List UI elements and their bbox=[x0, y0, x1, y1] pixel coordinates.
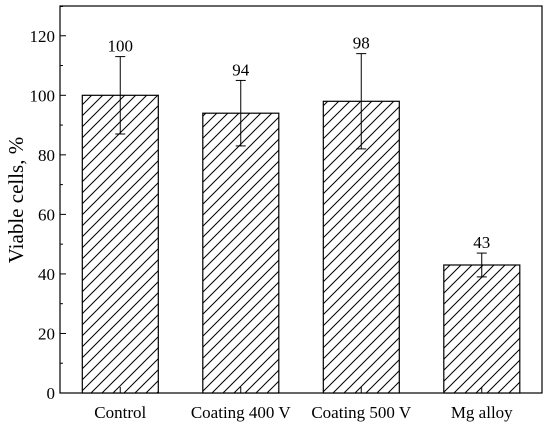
x-tick-label-2: Coating 500 V bbox=[311, 403, 412, 422]
data-label-1: 94 bbox=[232, 60, 250, 79]
data-label-2: 98 bbox=[353, 34, 370, 53]
y-tick-label-2: 40 bbox=[38, 265, 55, 284]
data-label-0: 100 bbox=[108, 37, 134, 56]
y-tick-label-6: 120 bbox=[30, 27, 56, 46]
y-tick-label-0: 0 bbox=[47, 384, 56, 403]
y-axis: 0 20 40 60 80 100 120 bbox=[30, 6, 66, 403]
data-labels-layer: 100 94 98 43 bbox=[108, 34, 491, 253]
bars-layer bbox=[81, 94, 521, 394]
bar-1 bbox=[202, 112, 280, 394]
bar-3 bbox=[443, 264, 521, 394]
error-bars-layer bbox=[115, 53, 487, 278]
y-axis-title: Viable cells, % bbox=[4, 137, 28, 263]
x-tick-label-3: Mg alloy bbox=[451, 403, 513, 422]
y-tick-label-1: 20 bbox=[38, 324, 55, 343]
y-tick-label-4: 80 bbox=[38, 146, 55, 165]
y-tick-label-5: 100 bbox=[30, 86, 56, 105]
data-label-3: 43 bbox=[473, 233, 490, 252]
x-tick-label-0: Control bbox=[94, 403, 146, 422]
plot-frame bbox=[59, 5, 543, 394]
x-tick-label-1: Coating 400 V bbox=[191, 403, 292, 422]
y-tick-label-3: 60 bbox=[38, 205, 55, 224]
x-axis: Control Coating 400 V Coating 500 V Mg allo… bbox=[94, 387, 513, 422]
bar-0 bbox=[81, 94, 159, 394]
